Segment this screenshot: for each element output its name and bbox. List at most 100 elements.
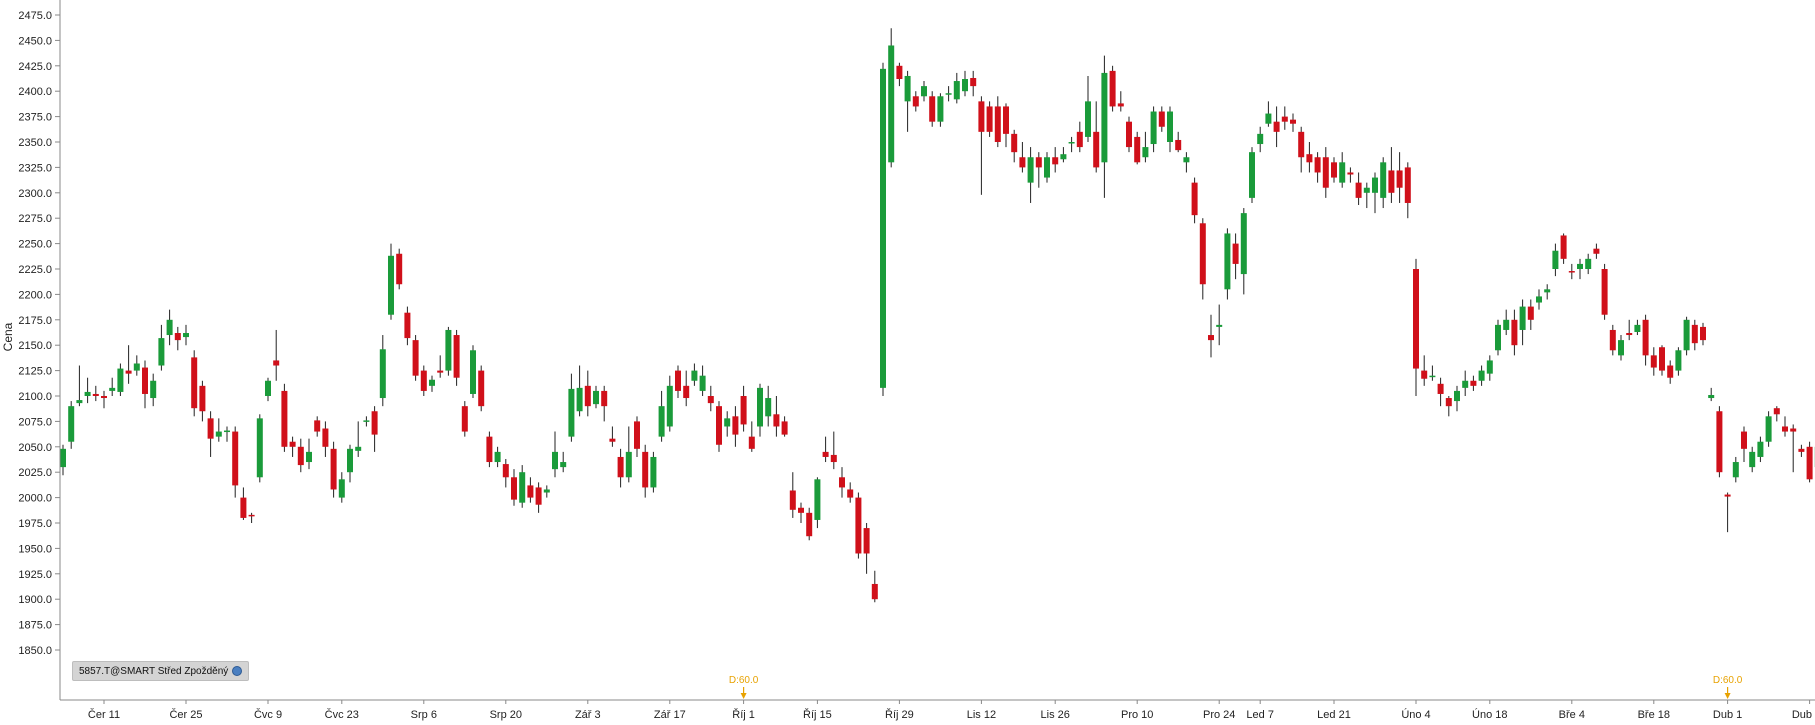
candle[interactable] bbox=[429, 375, 435, 392]
candle[interactable] bbox=[150, 373, 157, 407]
candle[interactable] bbox=[912, 91, 919, 112]
candle[interactable] bbox=[773, 396, 780, 437]
candle[interactable] bbox=[1470, 375, 1477, 391]
candle[interactable] bbox=[1085, 75, 1091, 142]
candle[interactable] bbox=[174, 326, 181, 351]
candle[interactable] bbox=[470, 345, 476, 399]
candle[interactable] bbox=[1052, 147, 1059, 173]
candle[interactable] bbox=[314, 416, 321, 437]
candle[interactable] bbox=[256, 414, 263, 483]
candle[interactable] bbox=[855, 492, 862, 559]
candle[interactable] bbox=[1060, 147, 1067, 163]
candle[interactable] bbox=[1503, 309, 1510, 336]
candle[interactable] bbox=[642, 444, 649, 498]
candle[interactable] bbox=[1560, 233, 1567, 264]
candle[interactable] bbox=[199, 380, 206, 422]
candle[interactable] bbox=[117, 363, 124, 396]
candle[interactable] bbox=[1757, 436, 1764, 463]
candle[interactable] bbox=[1142, 131, 1149, 163]
candle[interactable] bbox=[1765, 411, 1772, 447]
candle[interactable] bbox=[478, 365, 485, 412]
candle[interactable] bbox=[1577, 258, 1583, 280]
candle[interactable] bbox=[1347, 167, 1354, 183]
candle[interactable] bbox=[207, 411, 214, 457]
candle[interactable] bbox=[986, 101, 993, 137]
candle[interactable] bbox=[1331, 157, 1337, 183]
candle[interactable] bbox=[830, 431, 837, 470]
candle[interactable] bbox=[1380, 157, 1387, 209]
candle[interactable] bbox=[1281, 106, 1288, 130]
candle[interactable] bbox=[92, 385, 99, 402]
candle[interactable] bbox=[527, 477, 534, 503]
candle[interactable] bbox=[1708, 387, 1715, 402]
candle[interactable] bbox=[1782, 416, 1788, 437]
candle[interactable] bbox=[806, 507, 813, 541]
candle[interactable] bbox=[486, 431, 493, 468]
candle[interactable] bbox=[994, 96, 1001, 148]
candle[interactable] bbox=[896, 62, 903, 87]
candle[interactable] bbox=[1519, 299, 1526, 346]
candle[interactable] bbox=[584, 370, 591, 417]
candle[interactable] bbox=[543, 485, 550, 498]
candle[interactable] bbox=[1273, 106, 1280, 148]
candle[interactable] bbox=[379, 335, 386, 407]
candle[interactable] bbox=[1355, 172, 1362, 205]
candle[interactable] bbox=[1388, 147, 1395, 203]
candle[interactable] bbox=[1363, 182, 1370, 209]
candle[interactable] bbox=[1240, 208, 1247, 295]
candle[interactable] bbox=[1683, 316, 1690, 356]
candle[interactable] bbox=[1232, 233, 1239, 280]
candle[interactable] bbox=[1667, 360, 1674, 384]
candle[interactable] bbox=[945, 86, 952, 102]
candle[interactable] bbox=[68, 401, 75, 449]
candle[interactable] bbox=[1773, 406, 1780, 422]
globe-icon[interactable] bbox=[232, 666, 243, 676]
candle[interactable] bbox=[888, 28, 895, 168]
candle[interactable] bbox=[494, 446, 501, 468]
candle[interactable] bbox=[1298, 126, 1305, 173]
candle[interactable] bbox=[1568, 263, 1575, 280]
candle[interactable] bbox=[1429, 365, 1436, 381]
candle[interactable] bbox=[1093, 101, 1100, 173]
candle[interactable] bbox=[683, 370, 690, 407]
candle[interactable] bbox=[388, 243, 394, 320]
candle[interactable] bbox=[1027, 147, 1034, 203]
candle[interactable] bbox=[1314, 152, 1321, 183]
candle[interactable] bbox=[781, 416, 788, 437]
candle[interactable] bbox=[1109, 65, 1116, 112]
candle[interactable] bbox=[1167, 106, 1173, 153]
candle[interactable] bbox=[453, 329, 460, 386]
candle[interactable] bbox=[1454, 385, 1460, 412]
candle[interactable] bbox=[322, 421, 329, 457]
candle[interactable] bbox=[1372, 172, 1378, 214]
candle[interactable] bbox=[601, 385, 608, 422]
candle[interactable] bbox=[1076, 121, 1083, 153]
candle[interactable] bbox=[535, 482, 542, 513]
candle[interactable] bbox=[1404, 162, 1411, 219]
candle[interactable] bbox=[1790, 424, 1797, 473]
candle[interactable] bbox=[1544, 284, 1551, 300]
candle[interactable] bbox=[125, 345, 132, 384]
candle[interactable] bbox=[511, 469, 517, 506]
candle[interactable] bbox=[707, 385, 714, 412]
candle[interactable] bbox=[1339, 152, 1346, 188]
candle[interactable] bbox=[593, 385, 599, 409]
candle[interactable] bbox=[1158, 106, 1165, 132]
candle[interactable] bbox=[1044, 152, 1050, 183]
candle[interactable] bbox=[880, 62, 886, 396]
candle[interactable] bbox=[1536, 289, 1542, 310]
candle[interactable] bbox=[273, 329, 280, 381]
candle[interactable] bbox=[904, 70, 911, 132]
candle[interactable] bbox=[1716, 406, 1723, 478]
candle[interactable] bbox=[716, 401, 722, 452]
candle[interactable] bbox=[1478, 365, 1485, 386]
candle[interactable] bbox=[609, 426, 616, 447]
candle[interactable] bbox=[1216, 304, 1223, 346]
candle[interactable] bbox=[847, 482, 854, 503]
candle[interactable] bbox=[519, 465, 526, 508]
candle[interactable] bbox=[183, 324, 189, 346]
candle[interactable] bbox=[437, 355, 444, 378]
candle[interactable] bbox=[568, 373, 575, 442]
candle[interactable] bbox=[748, 421, 755, 452]
